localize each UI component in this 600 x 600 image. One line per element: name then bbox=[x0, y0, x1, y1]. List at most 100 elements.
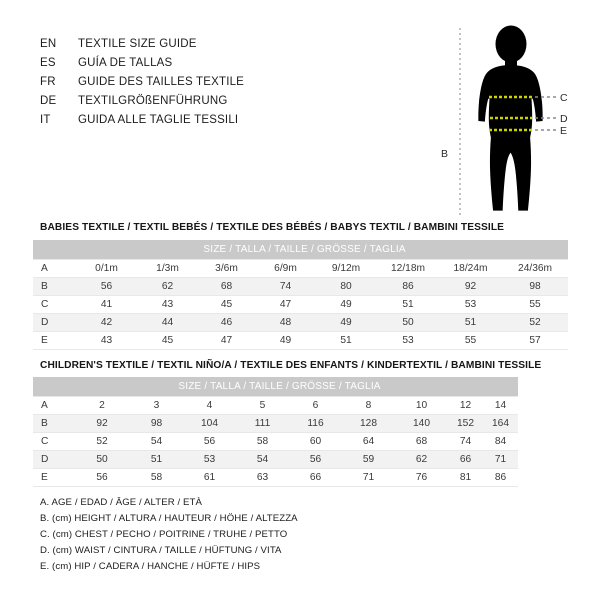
cell: 51 bbox=[377, 295, 439, 314]
cell: 63 bbox=[236, 468, 289, 487]
cell: 53 bbox=[183, 450, 236, 469]
cell: 52 bbox=[74, 432, 130, 451]
cell: 51 bbox=[315, 331, 377, 350]
cell: 164 bbox=[483, 414, 519, 433]
cell: 68 bbox=[395, 432, 448, 451]
cell: 98 bbox=[130, 414, 183, 433]
cell: 1/3m bbox=[138, 259, 197, 278]
cell: 74 bbox=[448, 432, 483, 451]
cell: 64 bbox=[342, 432, 395, 451]
cell: 8 bbox=[342, 396, 395, 415]
legend-item-b: B. (cm) HEIGHT / ALTURA / HAUTEUR / HÖHE… bbox=[40, 513, 298, 524]
cell: 44 bbox=[138, 313, 197, 332]
language-code-en: EN bbox=[40, 38, 57, 50]
cell: 55 bbox=[439, 331, 502, 350]
cell: 49 bbox=[256, 331, 315, 350]
babies-table-title: BABIES TEXTILE / TEXTIL BEBÉS / TEXTILE … bbox=[40, 222, 505, 233]
cell: 0/1m bbox=[75, 259, 138, 278]
language-row-fr: FR GUIDE DES TAILLES TEXTILE bbox=[40, 76, 370, 95]
cell: 71 bbox=[483, 450, 519, 469]
language-row-de: DE TEXTILGRÖßENFÜHRUNG bbox=[40, 95, 370, 114]
cell: 140 bbox=[395, 414, 448, 433]
cell: 58 bbox=[236, 432, 289, 451]
cell: 86 bbox=[377, 277, 439, 296]
cell: 152 bbox=[448, 414, 483, 433]
cell: 57 bbox=[502, 331, 569, 350]
cell: 47 bbox=[256, 295, 315, 314]
cell: 56 bbox=[183, 432, 236, 451]
children-band-label: SIZE / TALLA / TAILLE / GRÖSSE / TAGLIA bbox=[33, 377, 519, 397]
cell: 49 bbox=[315, 295, 377, 314]
cell: 111 bbox=[236, 414, 289, 433]
cell: 74 bbox=[256, 277, 315, 296]
cell: 62 bbox=[138, 277, 197, 296]
cell: 81 bbox=[448, 468, 483, 487]
cell: 86 bbox=[483, 468, 519, 487]
measurement-legend: A. AGE / EDAD / ÂGE / ALTER / ETÀ B. (cm… bbox=[40, 497, 298, 577]
cell: 58 bbox=[130, 468, 183, 487]
table-row: E 43 45 47 49 51 53 55 57 bbox=[33, 331, 569, 350]
language-text-de: TEXTILGRÖßENFÜHRUNG bbox=[78, 95, 228, 107]
cell: 14 bbox=[483, 396, 519, 415]
body-measurement-figure: B C D E bbox=[432, 22, 600, 218]
cell: 12/18m bbox=[377, 259, 439, 278]
language-text-es: GUÍA DE TALLAS bbox=[78, 57, 173, 69]
table-row: E 56 58 61 63 66 71 76 81 86 bbox=[33, 468, 519, 487]
figure-label-e: E bbox=[560, 125, 568, 137]
cell: 51 bbox=[130, 450, 183, 469]
children-size-table: SIZE / TALLA / TAILLE / GRÖSSE / TAGLIA … bbox=[33, 377, 519, 487]
language-code-fr: FR bbox=[40, 76, 56, 88]
cell: 60 bbox=[289, 432, 342, 451]
body-silhouette-icon bbox=[459, 25, 556, 216]
children-table-title: CHILDREN'S TEXTILE / TEXTIL NIÑO/A / TEX… bbox=[40, 360, 542, 371]
row-key-c: C bbox=[33, 295, 75, 314]
language-code-it: IT bbox=[40, 114, 51, 126]
cell: 47 bbox=[197, 331, 256, 350]
language-text-it: GUIDA ALLE TAGLIE TESSILI bbox=[78, 114, 239, 126]
cell: 43 bbox=[75, 331, 138, 350]
cell: 50 bbox=[74, 450, 130, 469]
language-code-de: DE bbox=[40, 95, 57, 107]
cell: 9/12m bbox=[315, 259, 377, 278]
figure-label-c: C bbox=[560, 92, 568, 104]
cell: 92 bbox=[439, 277, 502, 296]
child-body-shape bbox=[478, 25, 543, 211]
row-key-c: C bbox=[33, 432, 74, 451]
cell: 46 bbox=[197, 313, 256, 332]
babies-band-label: SIZE / TALLA / TAILLE / GRÖSSE / TAGLIA bbox=[33, 240, 569, 260]
table-row: D 50 51 53 54 56 59 62 66 71 bbox=[33, 450, 519, 469]
figure-label-d: D bbox=[560, 113, 568, 125]
cell: 3 bbox=[130, 396, 183, 415]
cell: 116 bbox=[289, 414, 342, 433]
cell: 6 bbox=[289, 396, 342, 415]
cell: 98 bbox=[502, 277, 569, 296]
cell: 66 bbox=[289, 468, 342, 487]
cell: 4 bbox=[183, 396, 236, 415]
language-row-es: ES GUÍA DE TALLAS bbox=[40, 57, 370, 76]
cell: 53 bbox=[439, 295, 502, 314]
language-row-en: EN TEXTILE SIZE GUIDE bbox=[40, 38, 370, 57]
language-text-fr: GUIDE DES TAILLES TEXTILE bbox=[78, 76, 245, 88]
cell: 54 bbox=[130, 432, 183, 451]
cell: 68 bbox=[197, 277, 256, 296]
cell: 55 bbox=[502, 295, 569, 314]
cell: 3/6m bbox=[197, 259, 256, 278]
cell: 12 bbox=[448, 396, 483, 415]
table-row: A 0/1m 1/3m 3/6m 6/9m 9/12m 12/18m 18/24… bbox=[33, 259, 569, 278]
cell: 61 bbox=[183, 468, 236, 487]
cell: 62 bbox=[395, 450, 448, 469]
cell: 49 bbox=[315, 313, 377, 332]
cell: 76 bbox=[395, 468, 448, 487]
table-row: D 42 44 46 48 49 50 51 52 bbox=[33, 313, 569, 332]
row-key-e: E bbox=[33, 468, 74, 487]
table-row: B 56 62 68 74 80 86 92 98 bbox=[33, 277, 569, 296]
cell: 45 bbox=[138, 331, 197, 350]
cell: 92 bbox=[74, 414, 130, 433]
table-row: C 52 54 56 58 60 64 68 74 84 bbox=[33, 432, 519, 451]
cell: 41 bbox=[75, 295, 138, 314]
cell: 48 bbox=[256, 313, 315, 332]
figure-label-b: B bbox=[441, 148, 449, 160]
cell: 53 bbox=[377, 331, 439, 350]
language-text-en: TEXTILE SIZE GUIDE bbox=[78, 38, 197, 50]
language-row-it: IT GUIDA ALLE TAGLIE TESSILI bbox=[40, 114, 370, 133]
